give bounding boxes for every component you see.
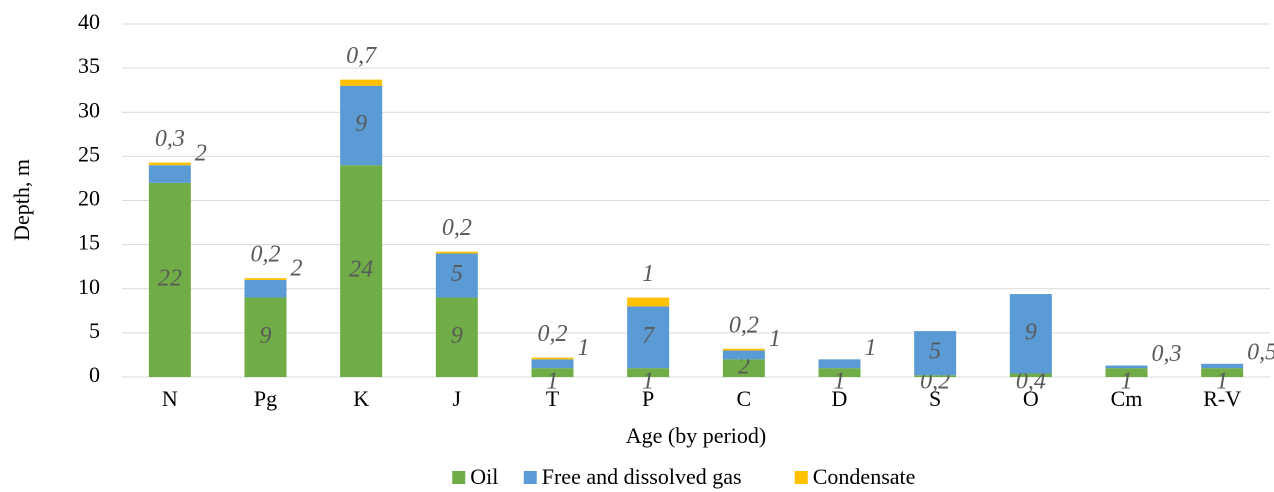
data-label: 1 [834,369,846,395]
data-label: 5 [451,261,463,287]
bar-segment [1009,373,1052,377]
data-label: 9 [1025,319,1037,345]
data-label: 2 [738,354,750,380]
data-label: 1 [1121,369,1133,395]
legend-swatch [523,471,537,484]
bar-segment [627,306,670,369]
y-tick-label: 40 [78,9,100,34]
legend-swatch [794,471,808,484]
bar-segment [244,279,287,298]
y-tick-label: 35 [78,53,100,78]
bar-segment [914,331,957,376]
y-tick-label: 10 [78,274,100,299]
legend-label: Oil [470,464,498,489]
legend-label: Free and dissolved gas [542,464,742,489]
bar-segment [1105,368,1148,377]
data-label: 0,3 [1152,341,1182,367]
data-label: 7 [642,323,655,349]
bar-segment [244,278,287,280]
bar-segment [722,359,765,377]
bar-segment [1009,294,1052,374]
x-tick-label: J [453,386,462,411]
y-tick-label: 25 [78,141,100,166]
data-label: 0,7 [346,43,377,69]
bar-segment [627,297,670,307]
data-label: 1 [769,326,781,352]
data-label: 1 [578,335,590,361]
bar-segment [1201,363,1244,369]
data-label: 0,2 [442,215,472,241]
y-axis-title: Depth, m [9,159,34,241]
legend-swatch [452,471,466,484]
y-tick-label: 0 [89,362,100,387]
data-label: 1 [547,369,559,395]
bar-segment [722,348,765,351]
bar-segment [340,79,383,86]
bar-segment [818,359,861,369]
legend-label: Condensate [813,464,916,489]
bar-segment [435,253,478,298]
bar-segment [531,368,574,377]
data-label: 9 [451,323,463,349]
x-tick-label: K [353,386,369,411]
data-label: 1 [642,261,654,287]
bar-segment [340,85,383,166]
data-label: 1 [642,369,654,395]
bar-segment [722,350,765,360]
bar-segment [435,297,478,377]
bar-segment [1201,368,1244,377]
data-label: 24 [349,257,373,283]
bar-segment [914,375,957,377]
bar-segment [1105,365,1148,369]
x-tick-label: C [736,386,751,411]
data-label: 5 [929,339,941,365]
bar-segment [148,165,191,183]
y-tick-label: 20 [78,186,100,211]
bar-segment [244,297,287,377]
data-label: 22 [158,265,182,291]
bar-segment [340,165,383,377]
bar-segment [627,368,670,377]
data-label: 9 [260,323,272,349]
x-tick-label: S [929,386,941,411]
x-tick-label: Cm [1111,386,1143,411]
x-tick-label: R-V [1203,386,1241,411]
data-label: 0,2 [251,242,281,268]
bar-segment [818,368,861,377]
data-label: 0,3 [155,126,185,152]
x-tick-label: O [1023,386,1039,411]
data-label: 0,2 [729,312,759,338]
data-label: 0,2 [538,321,568,347]
x-axis-title: Age (by period) [626,423,767,448]
data-label: 2 [291,255,303,281]
bar-segment [531,357,574,360]
x-tick-label: D [832,386,848,411]
y-tick-label: 15 [78,230,100,255]
data-label: 0,5 [1247,339,1274,365]
bar-segment [148,162,191,166]
y-tick-label: 5 [89,318,100,343]
data-label: 1 [865,335,877,361]
x-tick-label: P [642,386,654,411]
x-tick-label: Pg [254,386,277,411]
bar-segment [435,251,478,254]
bar-segment [148,182,191,377]
y-tick-label: 30 [78,97,100,122]
bar-segment [531,359,574,369]
data-label: 9 [355,111,367,137]
x-tick-label: N [162,386,178,411]
x-tick-label: T [546,386,560,411]
data-label: 2 [195,141,207,167]
data-label: 1 [1216,369,1228,395]
